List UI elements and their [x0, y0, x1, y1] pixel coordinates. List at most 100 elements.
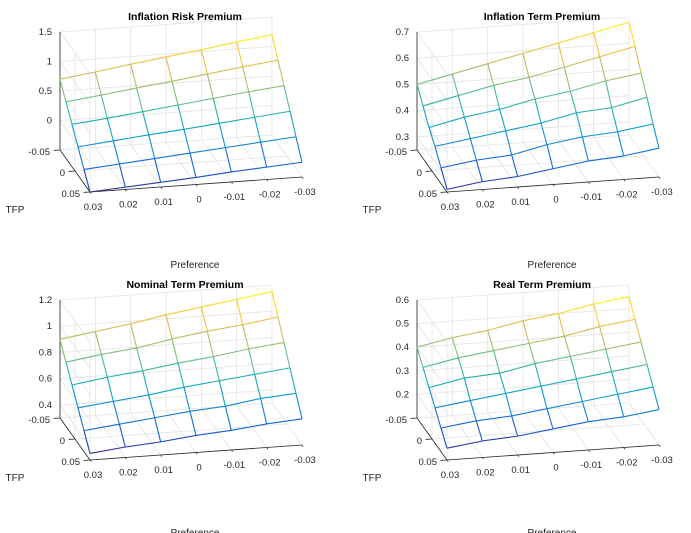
mesh-edge	[617, 131, 625, 157]
mesh-edge	[599, 326, 607, 350]
mesh-edge	[207, 324, 243, 332]
x-tick-label: -0.01	[224, 460, 246, 471]
mesh-edge	[511, 154, 519, 177]
mesh-edge	[254, 117, 262, 143]
mesh-edge	[569, 356, 577, 380]
mesh-edge	[422, 95, 459, 107]
mesh-edge	[534, 90, 571, 100]
mesh-edge	[593, 21, 630, 34]
mesh-edge	[136, 87, 144, 112]
y-tick-label: -0.05	[385, 147, 407, 158]
mesh-edge	[422, 357, 459, 368]
mesh-edge	[219, 116, 255, 124]
x-tick-label: -0.02	[616, 190, 638, 201]
mesh-edge	[189, 147, 226, 154]
mesh-edge	[617, 394, 625, 417]
mesh-edge	[440, 427, 448, 449]
mesh-edge	[511, 408, 548, 417]
mesh-edge	[469, 400, 477, 421]
mesh-edge	[236, 299, 244, 325]
mesh-edge	[271, 34, 279, 61]
mesh-edge	[71, 124, 79, 148]
y-tick-label: 0.05	[62, 457, 81, 468]
y-axis-label: TFP	[363, 473, 382, 484]
mesh-edge	[189, 152, 197, 178]
y-tick-label: -0.05	[28, 415, 50, 426]
mesh-edge	[475, 420, 483, 442]
mesh-edge	[165, 56, 173, 82]
mesh-edge	[434, 407, 442, 429]
mesh-edge	[588, 416, 624, 423]
mesh-edge	[142, 111, 150, 135]
mesh-edge	[212, 356, 220, 381]
mesh-edge	[201, 41, 237, 51]
mesh-edge	[71, 117, 108, 125]
mesh-edge	[77, 146, 85, 170]
mesh-edge	[505, 130, 513, 156]
axis-line	[416, 149, 448, 193]
mesh-edge	[611, 107, 619, 132]
mesh-edge	[148, 394, 156, 418]
mesh-edge	[534, 363, 542, 387]
mesh-edge	[118, 424, 126, 448]
y-tick-label: 0.05	[419, 457, 438, 468]
mesh-edge	[605, 348, 613, 372]
mesh-edge	[59, 331, 96, 340]
mesh-edge	[493, 350, 501, 374]
x-tick-label: 0.02	[476, 200, 495, 211]
mesh-edge	[130, 56, 167, 65]
mesh-edge	[563, 336, 571, 357]
x-tick-label: -0.02	[259, 190, 281, 201]
mesh-edge	[95, 63, 131, 73]
mesh-edge	[218, 380, 226, 407]
mesh-edge	[101, 87, 137, 96]
mesh-edge	[94, 331, 102, 355]
mesh-edge	[101, 347, 137, 355]
mesh-edge	[628, 296, 636, 320]
mesh-edge	[582, 393, 618, 403]
mesh-edge	[271, 291, 279, 318]
mesh-edge	[416, 84, 424, 107]
mesh-edge	[487, 330, 495, 351]
mesh-edge	[569, 91, 577, 113]
grid-line	[416, 134, 630, 151]
mesh-edge	[260, 398, 268, 425]
mesh-edge	[464, 108, 500, 118]
mesh-edge	[611, 363, 648, 373]
mesh-edge	[558, 32, 594, 44]
mesh-edge	[231, 423, 267, 431]
mesh-edge	[65, 101, 73, 125]
mesh-edge	[540, 385, 548, 409]
mesh-edge	[563, 66, 571, 92]
mesh-edge	[248, 91, 256, 118]
axis-line	[446, 176, 660, 193]
y-tick-label: -0.05	[385, 415, 407, 426]
mesh-edge	[505, 122, 542, 132]
mesh-edge	[119, 417, 155, 425]
mesh-edge	[452, 329, 488, 339]
mesh-edge	[89, 446, 126, 454]
z-tick-label: 0	[47, 116, 52, 127]
mesh-edge	[528, 66, 565, 79]
mesh-edge	[236, 34, 273, 43]
x-tick-label: 0	[196, 195, 201, 206]
mesh-edge	[611, 96, 648, 109]
mesh-edge	[570, 348, 606, 357]
mesh-edge	[136, 347, 144, 371]
z-tick-label: 1	[47, 57, 52, 68]
mesh-edge	[295, 393, 303, 419]
mesh-edge	[100, 354, 108, 378]
z-tick-label: 0.8	[39, 347, 52, 358]
x-tick-label: -0.01	[581, 192, 603, 203]
mesh-edge	[195, 429, 232, 436]
mesh-edge	[225, 397, 261, 407]
mesh-edge	[283, 85, 291, 112]
axis-line	[446, 444, 660, 461]
mesh-edge	[83, 423, 120, 432]
mesh-edge	[469, 138, 477, 161]
mesh-edge	[640, 341, 648, 365]
mesh-edge	[440, 420, 477, 429]
mesh-edge	[428, 387, 436, 408]
mesh-edge	[212, 98, 220, 124]
mesh-edge	[428, 116, 465, 128]
